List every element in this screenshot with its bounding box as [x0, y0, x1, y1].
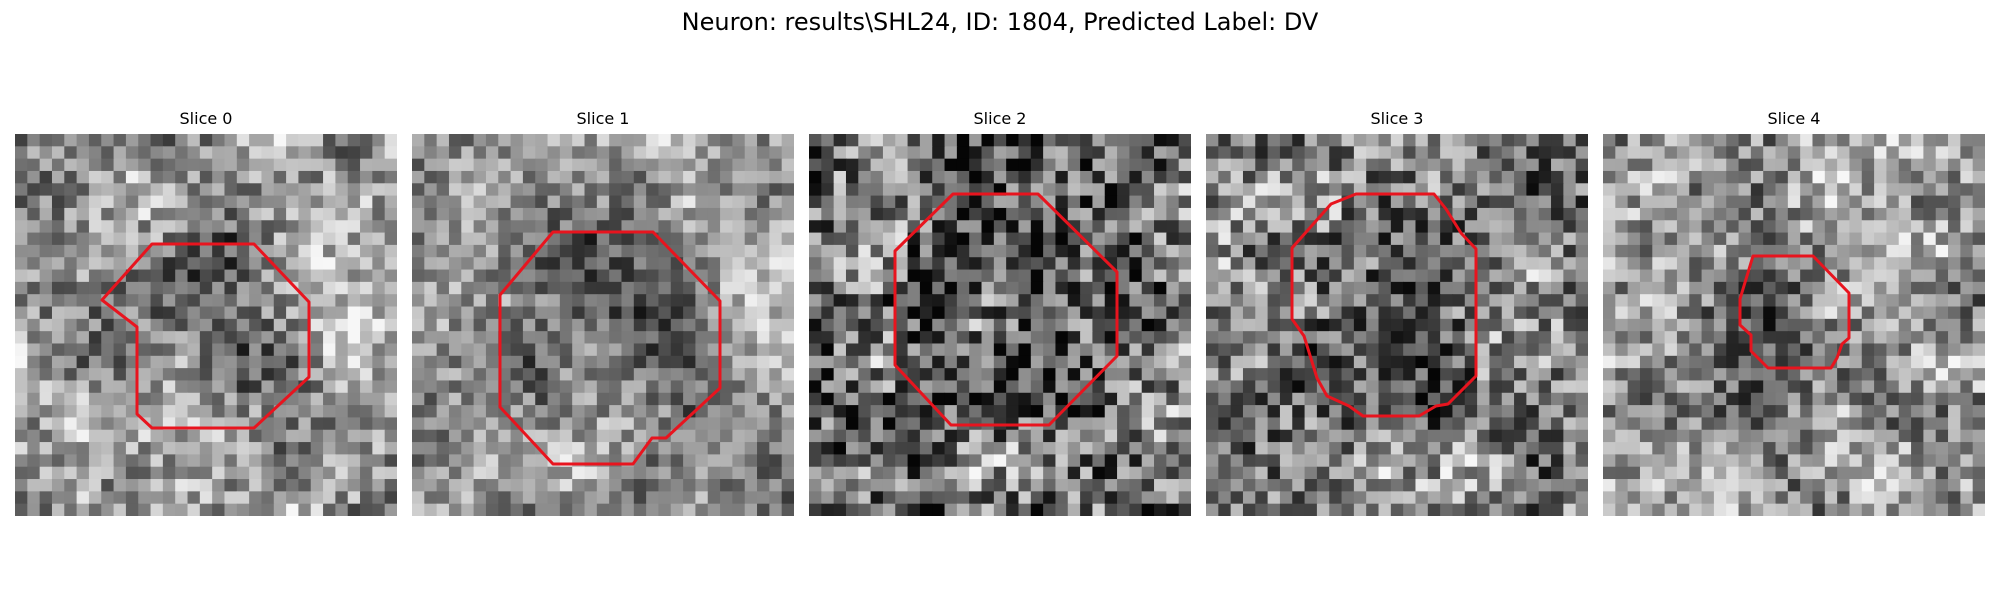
slice-pixels [412, 134, 794, 516]
slice-title: Slice 4 [1767, 109, 1821, 128]
neuron-contour [1290, 192, 1478, 418]
slice-panel-2: Slice 2 [809, 108, 1191, 518]
slice-title: Slice 3 [1370, 109, 1424, 128]
slice-pixels [809, 134, 1191, 516]
slice-title: Slice 2 [973, 109, 1027, 128]
slice-image-1 [412, 134, 794, 516]
neuron-contour [100, 242, 311, 430]
slice-image-2 [809, 134, 1191, 516]
slice-image-3 [1206, 134, 1588, 516]
slice-image-0 [15, 134, 397, 516]
neuron-contour [1738, 254, 1851, 370]
slice-title: Slice 1 [576, 109, 630, 128]
slice-panel-1: Slice 1 [412, 108, 794, 518]
figure-title: Neuron: results\SHL24, ID: 1804, Predict… [681, 8, 1319, 36]
neuron-contour [498, 230, 722, 466]
slice-panel-4: Slice 4 [1603, 108, 1985, 518]
slice-panel-0: Slice 0 [15, 108, 397, 518]
slice-title: Slice 0 [179, 109, 233, 128]
slice-pixels [15, 134, 397, 516]
slice-panel-3: Slice 3 [1206, 108, 1588, 518]
slice-image-4 [1603, 134, 1985, 516]
slice-pixels [1603, 134, 1985, 516]
slice-pixels [1206, 134, 1588, 516]
neuron-contour [893, 192, 1119, 427]
